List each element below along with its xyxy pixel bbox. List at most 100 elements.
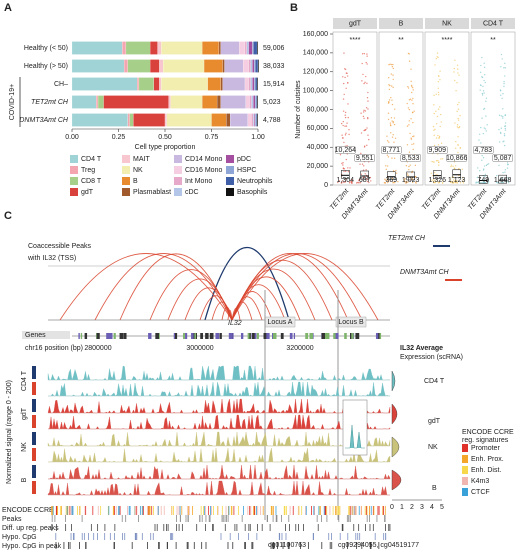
bottom-track-mark (92, 506, 94, 515)
jitter-dot (345, 132, 347, 134)
jitter-dot (391, 103, 394, 106)
bar-segment (157, 41, 162, 55)
jitter-dot (412, 103, 414, 105)
bottom-track-mark (349, 515, 351, 522)
bottom-track-mark (292, 506, 294, 515)
expression-violin (391, 469, 402, 491)
jitter-dot (457, 151, 459, 154)
bottom-track-mark (358, 506, 360, 515)
bottom-track-mark (181, 524, 183, 531)
jitter-dot (475, 182, 477, 184)
jitter-dot (438, 136, 441, 139)
bar-segment (255, 95, 257, 109)
row-total: 38,033 (263, 63, 285, 70)
jitter-dot (364, 81, 366, 84)
gene-block (350, 333, 352, 339)
count-label: 369 (385, 177, 397, 184)
gene-block (209, 333, 214, 339)
bottom-track-mark (289, 506, 291, 515)
gene-block (205, 333, 209, 339)
gene-block (183, 333, 185, 339)
bottom-track-mark (114, 533, 115, 540)
jitter-dot (482, 181, 485, 183)
bar-segment (150, 59, 160, 73)
track-cell-label: gdT (21, 407, 28, 420)
bottom-track-mark (228, 506, 230, 515)
jitter-dot (404, 178, 407, 180)
bottom-track-mark (150, 533, 152, 540)
jitter-dot (437, 87, 439, 90)
bar-segment (71, 77, 138, 91)
bottom-track-mark (337, 506, 339, 515)
jitter-dot (438, 181, 441, 184)
jitter-dot (389, 84, 391, 87)
locus-label: Locus B (338, 319, 364, 326)
gene-block (335, 333, 339, 339)
bottom-track-mark (115, 506, 117, 515)
bottom-track-mark (328, 533, 330, 540)
bar-segment (202, 95, 218, 109)
jitter-dot (503, 67, 505, 69)
jitter-dot (439, 106, 441, 108)
jitter-dot (351, 178, 353, 181)
count-label: 1,023 (402, 177, 420, 184)
bar-segment (249, 95, 252, 109)
jitter-dot (437, 108, 440, 110)
jitter-dot (434, 171, 436, 174)
jitter-dot (367, 134, 369, 136)
bottom-track-mark (385, 533, 387, 540)
jitter-dot (345, 170, 347, 173)
jitter-dot (408, 99, 411, 101)
jitter-dot (498, 164, 500, 167)
bottom-track-mark (172, 533, 174, 540)
legend-label: TET2mt CH (388, 235, 426, 242)
jitter-dot (347, 167, 349, 169)
bottom-track-mark (176, 524, 178, 531)
panel-label: B (290, 2, 298, 14)
arc-title: Coaccessible Peaks (28, 243, 92, 250)
bottom-track-mark (267, 515, 268, 522)
expression-tick: 1 (400, 504, 404, 511)
bar-segment (239, 41, 246, 55)
bottom-track-mark (69, 506, 71, 515)
facet-title: B (399, 20, 404, 27)
bottom-track-mark (354, 506, 356, 515)
bottom-track-mark (278, 533, 280, 540)
jitter-dot (450, 165, 452, 168)
x-tick-label: 0.00 (65, 134, 79, 141)
bottom-track-mark (335, 506, 337, 515)
jitter-dot (504, 129, 507, 131)
jitter-dot (391, 157, 393, 159)
count-label: 1,123 (448, 177, 466, 184)
jitter-dot (502, 181, 504, 183)
bar-segment (71, 41, 123, 55)
jitter-dot (486, 163, 488, 166)
bottom-track-mark (271, 506, 273, 515)
bottom-track-mark (339, 506, 341, 515)
bottom-track-label: ENCODE CCRE (2, 507, 54, 514)
bottom-track-mark (348, 515, 350, 522)
bar-segment (216, 95, 221, 109)
jitter-dot (392, 63, 394, 66)
jitter-dot (430, 172, 433, 174)
jitter-dot (392, 134, 394, 136)
jitter-dot (484, 175, 486, 178)
jitter-dot (482, 85, 484, 88)
bottom-track-mark (65, 506, 67, 515)
jitter-dot (337, 181, 339, 184)
bottom-track-mark (288, 542, 290, 549)
bar-segment (248, 77, 251, 91)
gene-block (327, 333, 329, 339)
bottom-track-mark (277, 542, 278, 549)
bottom-track-mark (226, 515, 227, 522)
jitter-dot (408, 151, 411, 153)
bar-segment (230, 113, 248, 127)
facet-title: CD4 T (483, 20, 504, 27)
bottom-track-mark (113, 506, 114, 515)
jitter-dot (483, 127, 485, 129)
bottom-track-mark (77, 506, 78, 515)
jitter-dot (503, 81, 505, 83)
jitter-dot (457, 68, 459, 70)
jitter-dot (414, 164, 417, 167)
jitter-dot (342, 82, 345, 85)
